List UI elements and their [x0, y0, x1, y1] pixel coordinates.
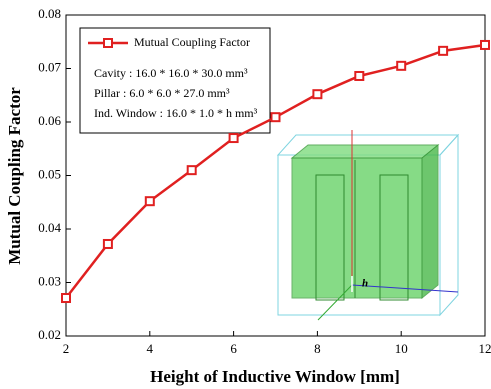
x-axis-title: Height of Inductive Window [mm]: [150, 367, 400, 386]
data-point: [272, 113, 280, 121]
y-tick-label: 0.06: [38, 113, 61, 128]
legend-label: Mutual Coupling Factor: [134, 35, 250, 49]
data-point: [230, 134, 238, 142]
y-axis-title: Mutual Coupling Factor: [5, 87, 24, 265]
data-point: [188, 166, 196, 174]
y-tick-label: 0.03: [38, 273, 61, 288]
data-point: [397, 62, 405, 70]
data-point: [439, 47, 447, 55]
y-tick-label: 0.08: [38, 6, 61, 21]
data-point: [146, 197, 154, 205]
x-tick-label: 8: [314, 341, 321, 356]
y-tick-label: 0.05: [38, 166, 61, 181]
x-tick-label: 2: [63, 341, 70, 356]
chart: Height of Inductive Window [mm] Mutual C…: [0, 0, 491, 389]
inset-model: [278, 130, 458, 320]
data-point: [313, 90, 321, 98]
y-tick-label: 0.02: [38, 327, 61, 342]
annotation: Ind. Window : 16.0 * 1.0 * h mm³: [94, 106, 258, 120]
x-tick-label: 12: [479, 341, 491, 356]
legend-marker: [104, 39, 112, 47]
data-point: [62, 294, 70, 302]
annotation: Pillar : 6.0 * 6.0 * 27.0 mm³: [94, 86, 230, 100]
annotation: Cavity : 16.0 * 16.0 * 30.0 mm³: [94, 66, 248, 80]
x-tick-label: 10: [395, 341, 408, 356]
inset-label: h: [362, 278, 368, 290]
y-tick-label: 0.04: [38, 220, 61, 235]
data-point: [355, 72, 363, 80]
data-point: [104, 240, 112, 248]
x-tick-label: 6: [230, 341, 237, 356]
data-point: [481, 41, 489, 49]
x-tick-label: 4: [147, 341, 154, 356]
y-tick-label: 0.07: [38, 59, 61, 74]
